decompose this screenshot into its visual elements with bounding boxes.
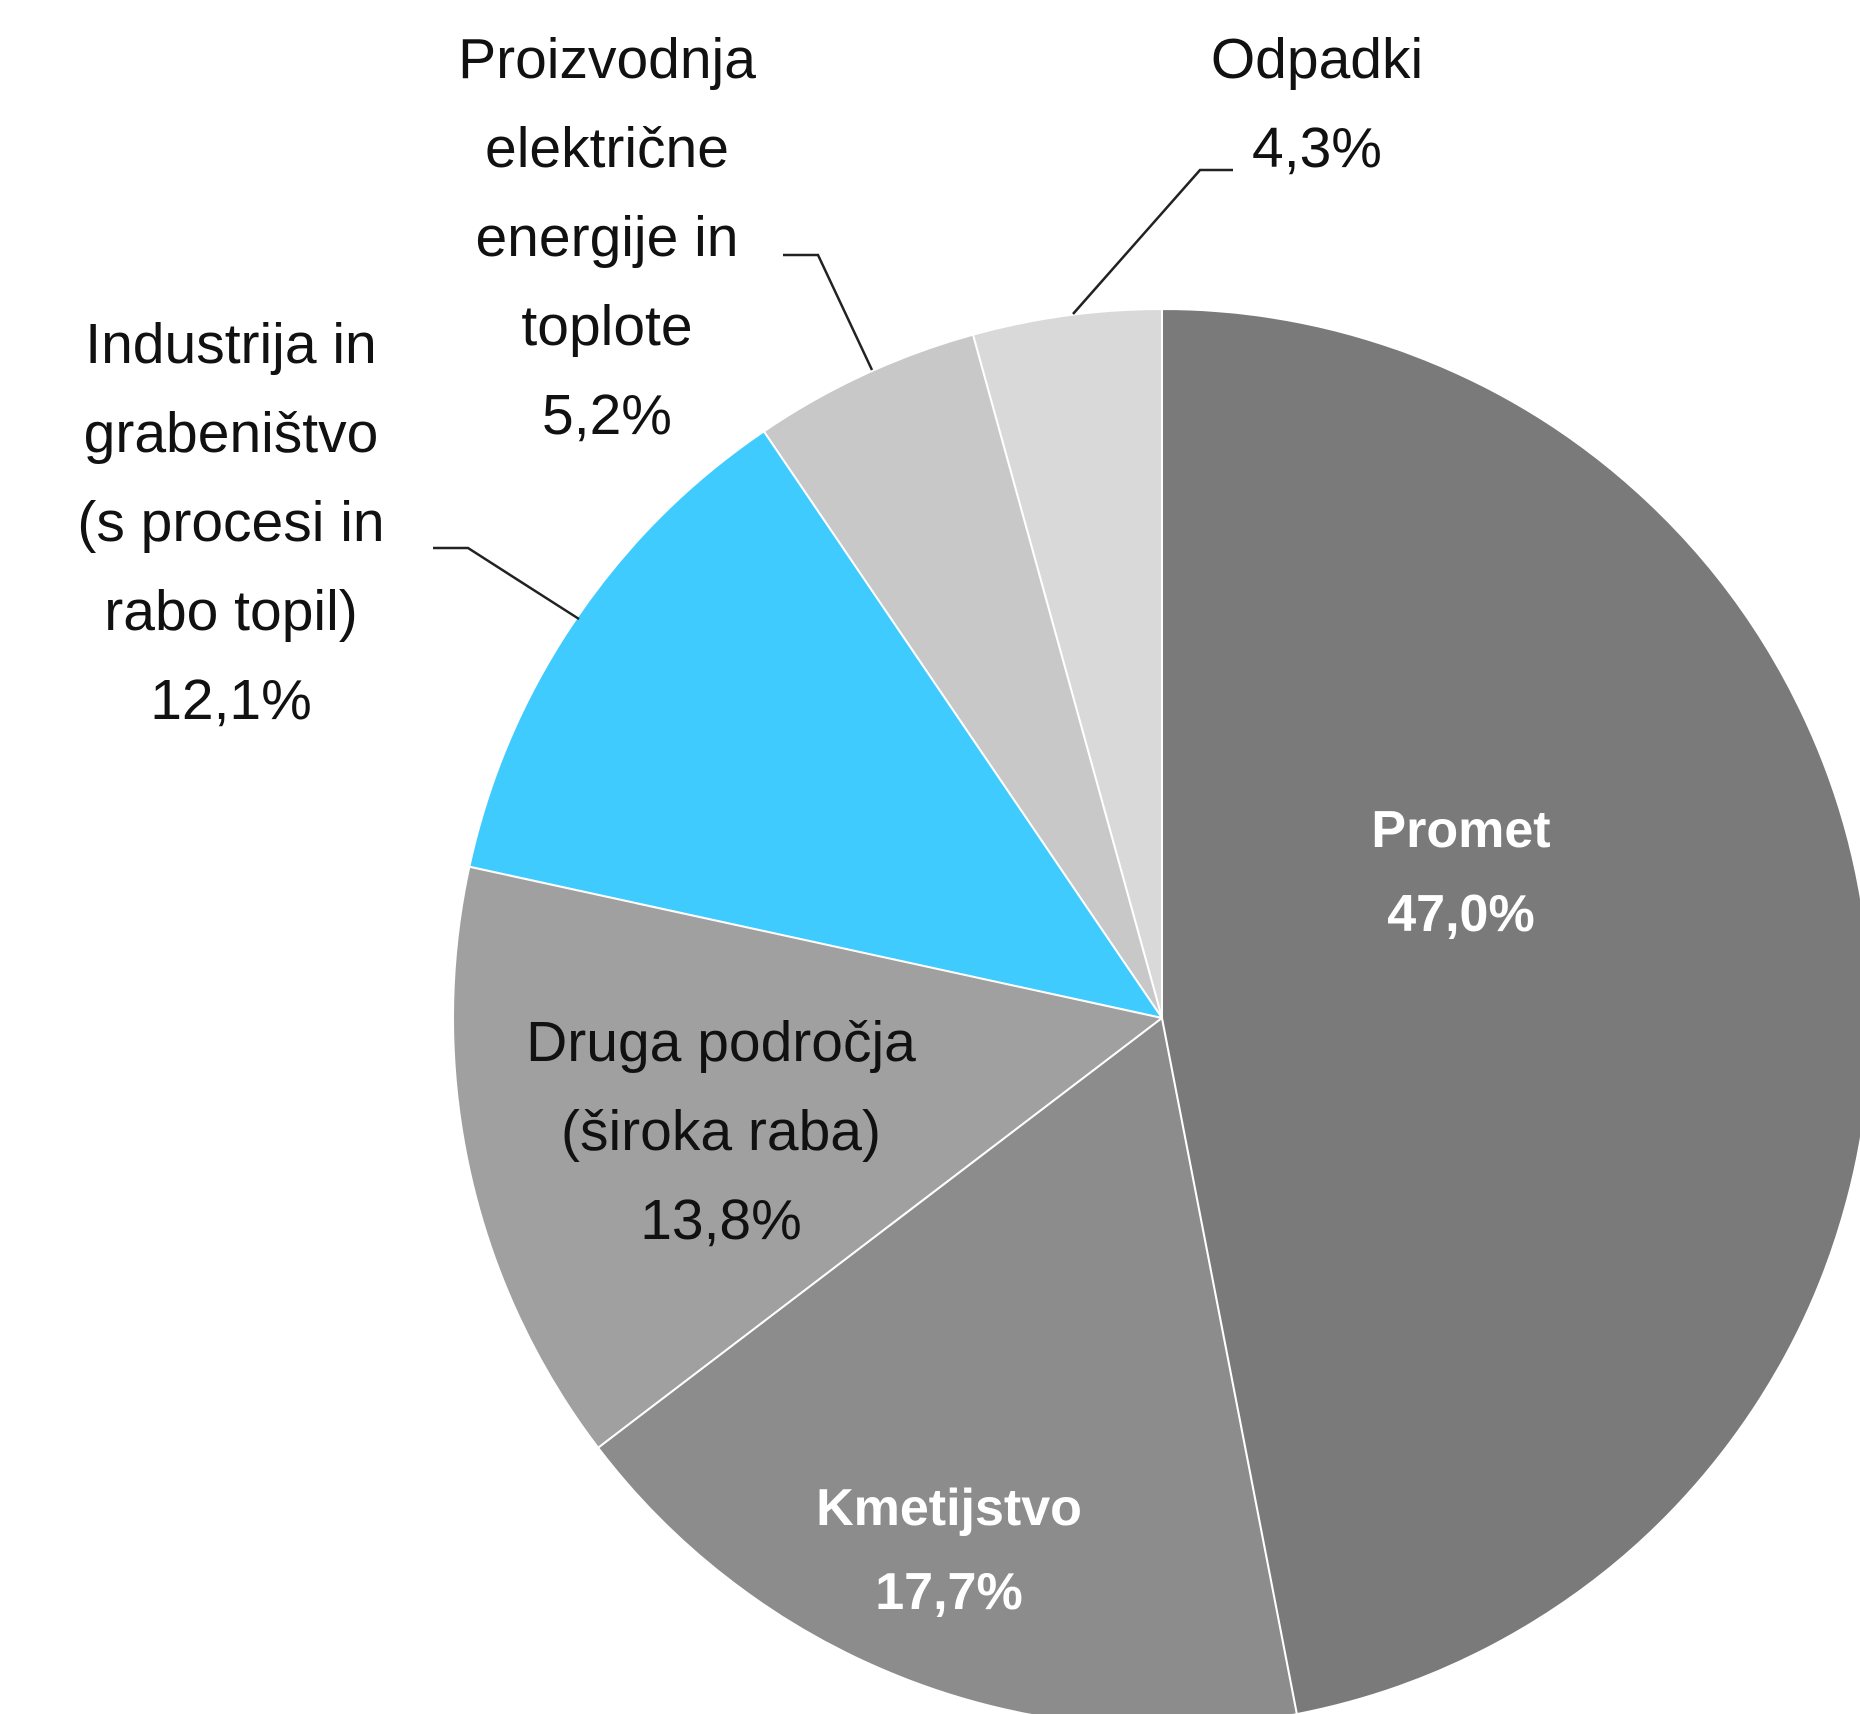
category-label: Odpadki — [1210, 27, 1424, 91]
value-label: 17,7% — [875, 1563, 1023, 1621]
leader-line — [433, 546, 580, 621]
slice-label: Druga področja (široka raba) 13,8% — [511, 998, 931, 1265]
leader-line — [783, 253, 874, 371]
slice-label: Proizvodnja električne energije in toplo… — [452, 15, 762, 460]
value-label: 5,2% — [542, 383, 672, 447]
category-label: Promet — [1371, 801, 1551, 859]
slice-label: Promet 47,0% — [1211, 788, 1711, 956]
value-label: 47,0% — [1387, 885, 1535, 943]
pie-slice — [1161, 307, 1860, 1714]
category-label: Druga področja (široka raba) — [526, 1010, 916, 1163]
category-label: Kmetijstvo — [816, 1479, 1082, 1537]
slice-label: Kmetijstvo 17,7% — [699, 1466, 1199, 1634]
slice-label: Industrija in grabeništvo (s procesi in … — [66, 300, 396, 745]
category-label: Industrija in grabeništvo (s procesi in … — [77, 312, 385, 643]
leader-line — [1072, 168, 1233, 315]
category-label: Proizvodnja električne energije in toplo… — [458, 27, 756, 358]
pie-slice — [452, 865, 1165, 1450]
pie-slice — [596, 1016, 1298, 1714]
leader-lines — [433, 168, 1233, 621]
pie-slice — [762, 333, 1163, 1019]
pie-slice — [468, 429, 1165, 1020]
value-label: 13,8% — [640, 1188, 802, 1252]
value-label: 4,3% — [1252, 116, 1382, 180]
pie-slice — [971, 307, 1163, 1019]
slice-label: Odpadki 4,3% — [1167, 15, 1467, 193]
value-label: 12,1% — [150, 668, 312, 732]
